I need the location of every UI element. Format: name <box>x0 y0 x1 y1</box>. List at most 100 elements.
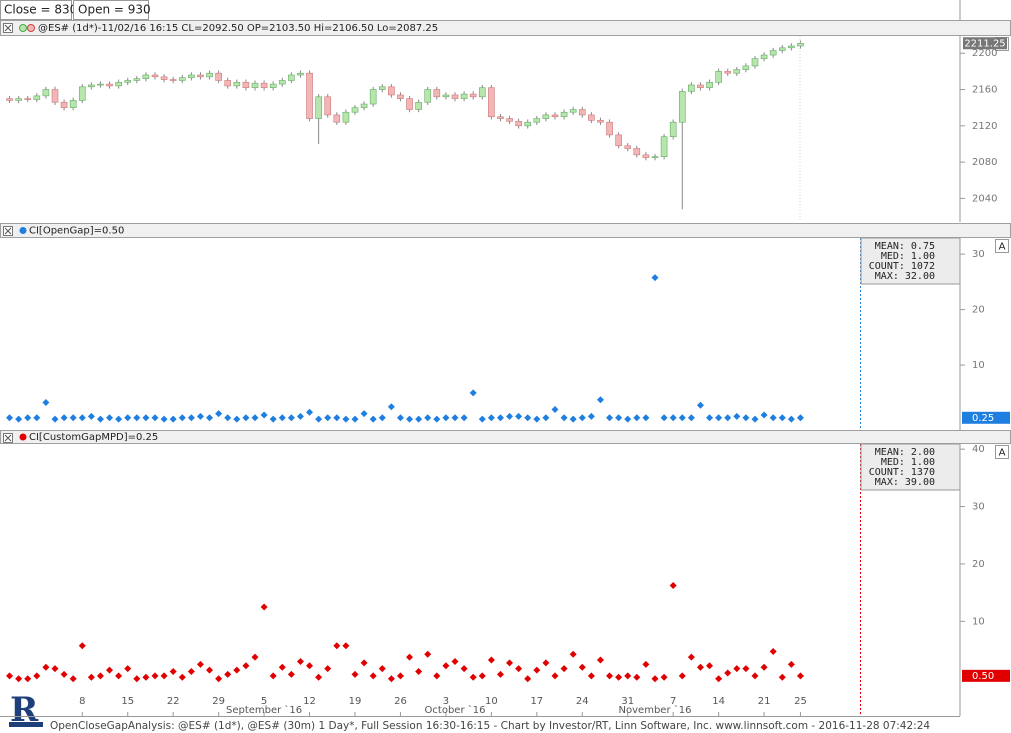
data-point <box>169 668 177 676</box>
data-point <box>342 415 350 423</box>
stats-line: MED: 1.00 <box>881 251 935 262</box>
data-point <box>51 665 59 673</box>
data-point <box>542 414 550 422</box>
data-point <box>696 663 704 671</box>
data-point <box>196 412 204 420</box>
auto-scale-button[interactable] <box>995 239 1009 253</box>
data-point <box>69 675 77 683</box>
data-point <box>633 414 641 422</box>
data-point <box>369 415 377 423</box>
data-point <box>642 414 650 422</box>
data-point <box>387 403 395 411</box>
data-point <box>115 415 123 423</box>
y-tick-label: 40 <box>972 444 985 455</box>
auto-scale-button[interactable] <box>995 445 1009 459</box>
data-point <box>78 642 86 650</box>
close-box[interactable] <box>0 0 72 20</box>
candle-body <box>324 96 332 116</box>
data-point <box>378 665 386 673</box>
data-point <box>169 415 177 423</box>
data-point <box>451 657 459 665</box>
data-point <box>278 663 286 671</box>
data-point <box>724 414 732 422</box>
data-point <box>24 414 32 422</box>
data-point <box>87 412 95 420</box>
data-point <box>669 581 677 589</box>
y-tick-label: 10 <box>972 616 985 627</box>
logo-bar <box>9 722 43 727</box>
data-point <box>33 672 41 680</box>
data-point <box>715 414 723 422</box>
data-point <box>678 672 686 680</box>
data-point <box>633 673 641 681</box>
data-point <box>442 414 450 422</box>
candle-body <box>533 118 541 123</box>
data-point <box>551 672 559 680</box>
candle-body <box>278 80 286 85</box>
data-point <box>424 650 432 658</box>
data-point <box>160 672 168 680</box>
data-point <box>706 414 714 422</box>
data-point <box>360 410 368 418</box>
x-tick-label: 12 <box>303 696 316 707</box>
x-tick-label: 5 <box>261 696 267 707</box>
data-point <box>133 675 141 683</box>
candle-body <box>42 89 50 97</box>
stats-line: MEAN: 0.75 <box>875 241 935 252</box>
x-tick-label: 17 <box>530 696 543 707</box>
header-icon <box>19 227 27 234</box>
candle-body <box>715 71 722 83</box>
candle-body <box>769 50 777 56</box>
data-point <box>696 401 704 409</box>
data-point <box>42 663 50 671</box>
candle-body <box>33 95 41 100</box>
last-price-box <box>963 37 1007 50</box>
candle-body <box>706 81 713 89</box>
data-point <box>406 653 414 661</box>
data-point <box>678 414 686 422</box>
last-value-label: 0.25 <box>972 413 994 424</box>
candle-body <box>24 98 32 100</box>
x-tick-label: 7 <box>670 696 676 707</box>
data-point <box>87 673 95 681</box>
data-point <box>651 675 659 683</box>
last-price-label: 2211.25 <box>964 38 1005 49</box>
y-tick-label: 2080 <box>972 157 997 168</box>
data-point <box>351 415 359 423</box>
data-point <box>306 408 314 416</box>
candle-body <box>206 72 213 78</box>
data-point <box>733 665 741 673</box>
data-point <box>606 672 614 680</box>
data-point <box>751 415 759 423</box>
data-point <box>596 656 604 664</box>
x-tick-label: 21 <box>758 696 771 707</box>
candle-body <box>497 116 504 119</box>
data-point <box>96 672 104 680</box>
data-point <box>742 665 750 673</box>
stats-box <box>860 237 961 285</box>
data-point <box>706 662 714 670</box>
open-box[interactable] <box>73 0 149 20</box>
y-tick-label: 10 <box>972 360 985 371</box>
candle-body <box>424 89 432 103</box>
footer: OpenCloseGapAnalysis: @ES# (1d*), @ES# (… <box>50 720 930 732</box>
data-point <box>215 410 223 418</box>
data-point <box>124 414 132 422</box>
data-point <box>642 660 650 668</box>
data-point <box>769 647 777 655</box>
data-point <box>160 415 168 423</box>
candle-body <box>515 120 522 127</box>
data-point <box>242 662 250 670</box>
y-tick-label: 20 <box>972 305 985 316</box>
pane-header <box>0 223 1011 238</box>
x-tick-label: 15 <box>121 696 134 707</box>
header-icon <box>19 24 27 32</box>
data-point <box>187 668 195 676</box>
data-point <box>33 414 41 422</box>
x-tick-label: 26 <box>394 696 407 707</box>
data-point <box>351 670 359 678</box>
last-value-box <box>962 669 1010 682</box>
candle-body <box>360 103 368 108</box>
